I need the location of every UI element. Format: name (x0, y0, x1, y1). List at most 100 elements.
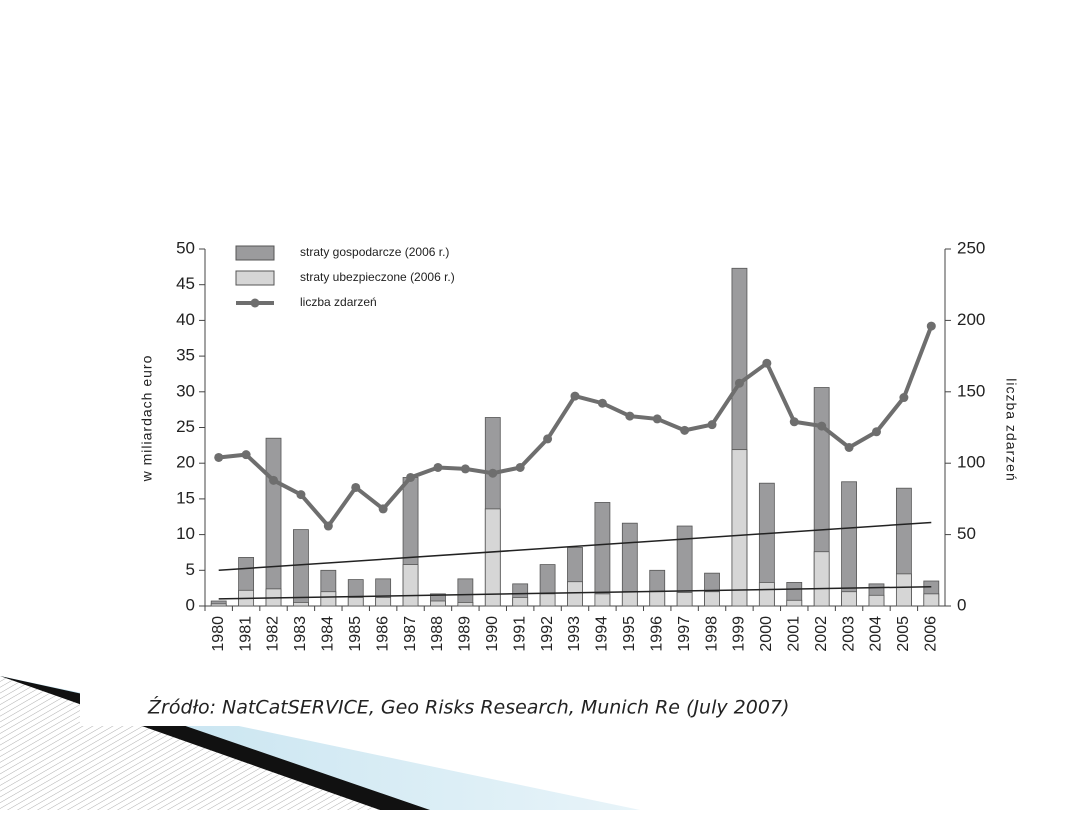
line-point (652, 414, 662, 424)
bar (539, 593, 556, 607)
source: Źródło: NatCatSERVICE, Geo Risks Researc… (147, 696, 789, 719)
line-point (625, 411, 635, 421)
x-tick-label: 2000 (758, 616, 775, 652)
line-point (844, 442, 854, 452)
line-point (515, 462, 525, 472)
bar (594, 593, 611, 607)
x-tick-label: 1983 (292, 616, 309, 652)
line-point (817, 421, 827, 431)
line-point (570, 391, 580, 401)
x-tick-label: 1999 (731, 616, 748, 652)
line-point (433, 462, 443, 472)
legend-label: straty ubezpieczone (2006 r.) (300, 270, 455, 284)
bar (457, 578, 474, 607)
y-tick-label: 0 (186, 595, 195, 614)
y2-tick-label: 0 (957, 595, 966, 614)
y2-tick-label: 200 (957, 310, 985, 329)
line-point (241, 450, 251, 460)
line-point (734, 378, 744, 388)
line-point (707, 420, 717, 430)
bar (512, 597, 529, 607)
x-tick-label: 1998 (703, 616, 720, 652)
line-point (597, 398, 607, 408)
bar (923, 593, 940, 607)
y-tick-label: 5 (186, 560, 195, 579)
legend-label: liczba zdarzeń (300, 295, 377, 309)
bar (813, 551, 830, 607)
x-tick-label: 2005 (895, 616, 912, 652)
y-tick-label: 40 (176, 310, 195, 329)
bar (621, 591, 638, 607)
bar (210, 603, 227, 607)
bar (704, 591, 720, 607)
line-point (214, 452, 224, 462)
x-tick-label: 1995 (621, 616, 638, 652)
legend-label: straty gospodarcze (2006 r.) (300, 245, 449, 259)
line-point (789, 417, 799, 427)
bar (293, 529, 309, 607)
y2-tick-label: 250 (957, 238, 985, 257)
x-tick-label: 1982 (265, 616, 282, 652)
line-point (269, 475, 279, 485)
bar (758, 582, 775, 607)
y-tick-label: 25 (176, 417, 195, 436)
y2-tick-label: 50 (957, 524, 976, 543)
bar (457, 602, 474, 607)
line-point (926, 321, 936, 331)
bar (347, 597, 364, 607)
y-tick-label: 10 (176, 524, 195, 543)
line-point (296, 490, 306, 500)
x-tick-label: 2003 (840, 616, 857, 652)
line-point (378, 504, 388, 514)
x-tick-label: 1987 (402, 616, 419, 652)
x-tick-label: 1989 (457, 616, 474, 652)
bar (293, 602, 309, 607)
bar (895, 573, 912, 607)
bar (567, 581, 583, 607)
y-tick-label: 35 (176, 346, 195, 365)
line-point (488, 468, 498, 478)
x-tick-label: 1985 (347, 616, 364, 652)
line-point (680, 425, 690, 435)
bar (484, 508, 501, 607)
bar (841, 591, 857, 607)
line-point (406, 472, 416, 482)
bar (786, 599, 803, 607)
bar (676, 592, 693, 607)
trend-line (218, 521, 932, 572)
line-point (871, 427, 881, 437)
y-axis-label: w miliardach euro (139, 355, 155, 483)
bar (731, 449, 748, 607)
y-tick-label: 45 (176, 274, 195, 293)
bar (649, 591, 666, 607)
x-tick-label: 2001 (785, 616, 802, 652)
y2-tick-label: 150 (957, 381, 985, 400)
bar (265, 437, 282, 607)
bar (402, 564, 419, 607)
x-tick-label: 2006 (923, 616, 940, 652)
x-tick-label: 2004 (868, 616, 885, 652)
y-tick-label: 30 (176, 381, 195, 400)
x-tick-label: 1994 (594, 616, 611, 652)
x-tick-label: 1986 (374, 616, 391, 652)
legend-swatch (235, 245, 275, 261)
x-tick-label: 1991 (511, 616, 528, 652)
line-point (460, 464, 470, 474)
bar (430, 600, 446, 607)
x-tick-label: 1996 (648, 616, 665, 652)
x-tick-label: 1981 (237, 616, 254, 652)
y2-tick-label: 100 (957, 453, 985, 472)
y-tick-label: 15 (176, 488, 195, 507)
decoration (0, 676, 1080, 810)
line-point (543, 434, 553, 444)
bar (594, 502, 611, 607)
x-tick-label: 1997 (676, 616, 693, 652)
x-tick-label: 1984 (320, 616, 337, 652)
x-tick-label: 1980 (210, 616, 227, 652)
y-tick-label: 20 (176, 453, 195, 472)
legend-swatch (235, 270, 275, 286)
bar (868, 594, 885, 607)
x-tick-label: 1988 (429, 616, 446, 652)
x-tick-label: 2002 (813, 616, 830, 652)
